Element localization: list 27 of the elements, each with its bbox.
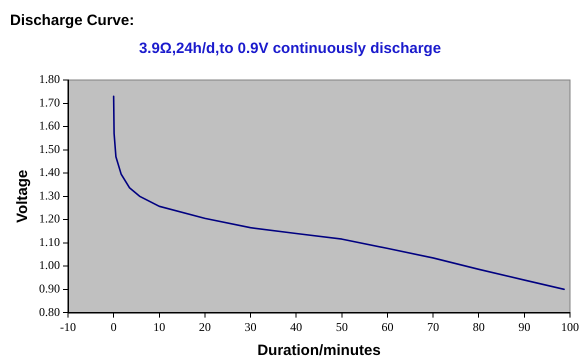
x-tick-label: 20 [198,320,211,334]
x-axis-title: Duration/minutes [257,342,381,358]
x-tick-label: 50 [336,320,348,334]
y-tick-label: 1.00 [39,258,60,272]
x-tick-label: 60 [381,320,394,334]
x-tick-label: 80 [472,320,485,334]
chart-subtitle: 3.9Ω,24h/d,to 0.9V continuously discharge [138,40,442,58]
x-tick-label: 40 [290,320,302,334]
y-tick-label: 1.30 [39,188,60,202]
y-tick-label: 1.50 [39,142,60,156]
x-tick-label: 100 [561,320,579,334]
y-tick-label: 1.20 [39,212,60,226]
x-tick-label: 30 [244,320,257,334]
chart-title: Discharge Curve: [10,12,134,30]
y-tick-label: 1.70 [39,95,60,110]
x-tick-label: 90 [518,320,530,334]
y-axis-title: Voltage [14,170,32,223]
y-tick-label: 0.80 [39,304,60,319]
y-tick-label: 1.80 [39,72,60,86]
y-tick-label: 1.60 [39,118,60,133]
x-tick-label: 0 [110,320,117,334]
y-tick-label: 1.10 [39,234,60,249]
y-tick-label: 0.90 [39,281,60,296]
x-tick-label: 70 [427,320,440,334]
y-tick-label: 1.40 [39,165,60,180]
x-tick-label: 10 [153,320,166,334]
x-tick-label: -10 [60,320,76,334]
